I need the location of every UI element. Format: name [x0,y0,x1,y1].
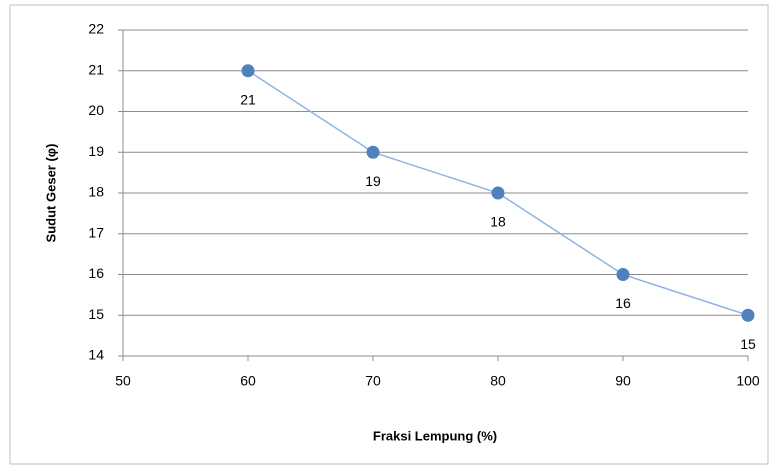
data-label: 19 [365,173,381,189]
y-tick-label: 15 [88,306,104,322]
y-tick-label: 17 [88,224,104,240]
point [741,308,755,322]
y-tick-label: 18 [88,184,104,200]
y-tick-label: 19 [88,143,104,159]
point [241,64,255,78]
y-tick-label: 16 [88,265,104,281]
data-label: 21 [240,91,256,107]
point [491,186,505,200]
point [366,145,380,159]
y-axis-title: Sudut Geser (φ) [43,144,58,243]
chart-border [9,4,769,465]
data-label: 15 [740,336,756,352]
x-axis-title: Fraksi Lempung (%) [373,428,497,443]
x-tick-label: 60 [240,373,256,389]
point [616,268,630,281]
x-tick-label: 80 [490,373,506,389]
x-tick-label: 70 [365,373,381,389]
x-tick-label: 50 [115,373,131,389]
y-tick-label: 21 [88,61,104,77]
data-label: 18 [490,214,506,230]
y-tick-label: 22 [88,21,104,37]
data-label: 16 [615,295,631,311]
y-tick-label: 20 [88,102,104,118]
x-tick-label: 100 [736,373,760,389]
x-tick-label: 90 [615,373,631,389]
y-tick-label: 14 [88,347,104,363]
